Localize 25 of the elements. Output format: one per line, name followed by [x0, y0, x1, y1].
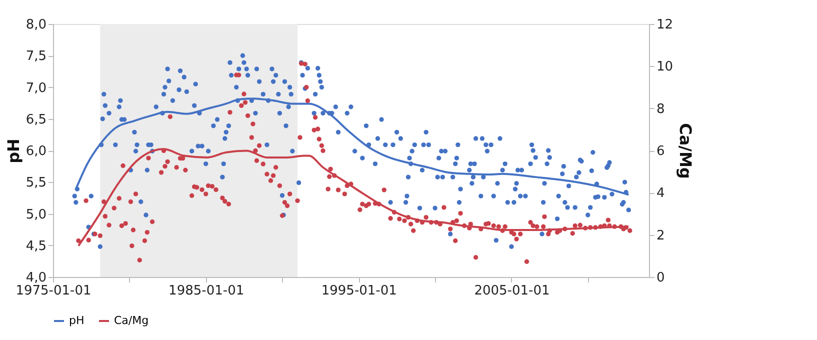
y2-tick-label: 8	[656, 102, 665, 117]
x-tick-label: 1985-01-01	[168, 284, 244, 298]
y2-tick-label: 4	[656, 186, 665, 202]
y2-tick-label: 0	[656, 270, 665, 286]
line-series	[77, 148, 630, 247]
y2-tick-label: 2	[656, 228, 665, 244]
y-tick-label: 6,0	[26, 144, 46, 159]
y2-tick-label: 10	[656, 60, 674, 75]
y-tick-label: 8,0	[26, 18, 46, 32]
y2-tick-label: 6	[656, 144, 665, 159]
legend-label: Ca/Mg	[114, 314, 149, 327]
y-tick-label: 4,5	[26, 238, 46, 254]
y-tick-label: 6,5	[26, 112, 46, 128]
y-tick-label: 4,0	[26, 270, 46, 286]
y-tick-label: 5,5	[26, 176, 46, 191]
y-tick-label: 5,0	[26, 207, 46, 222]
x-tick-label: 1995-01-01	[321, 284, 397, 298]
y2-tick-label: 12	[656, 18, 674, 32]
y-axis-title: pH	[4, 138, 23, 164]
x-tick-label: 1975-01-01	[16, 284, 92, 298]
y-tick-label: 7,5	[26, 49, 46, 64]
y-tick-label: 7,0	[26, 80, 46, 96]
legend-label: pH	[69, 314, 84, 327]
x-tick-label: 2005-01-01	[474, 284, 550, 298]
y2-axis-title: Ca/Mg	[676, 123, 696, 179]
